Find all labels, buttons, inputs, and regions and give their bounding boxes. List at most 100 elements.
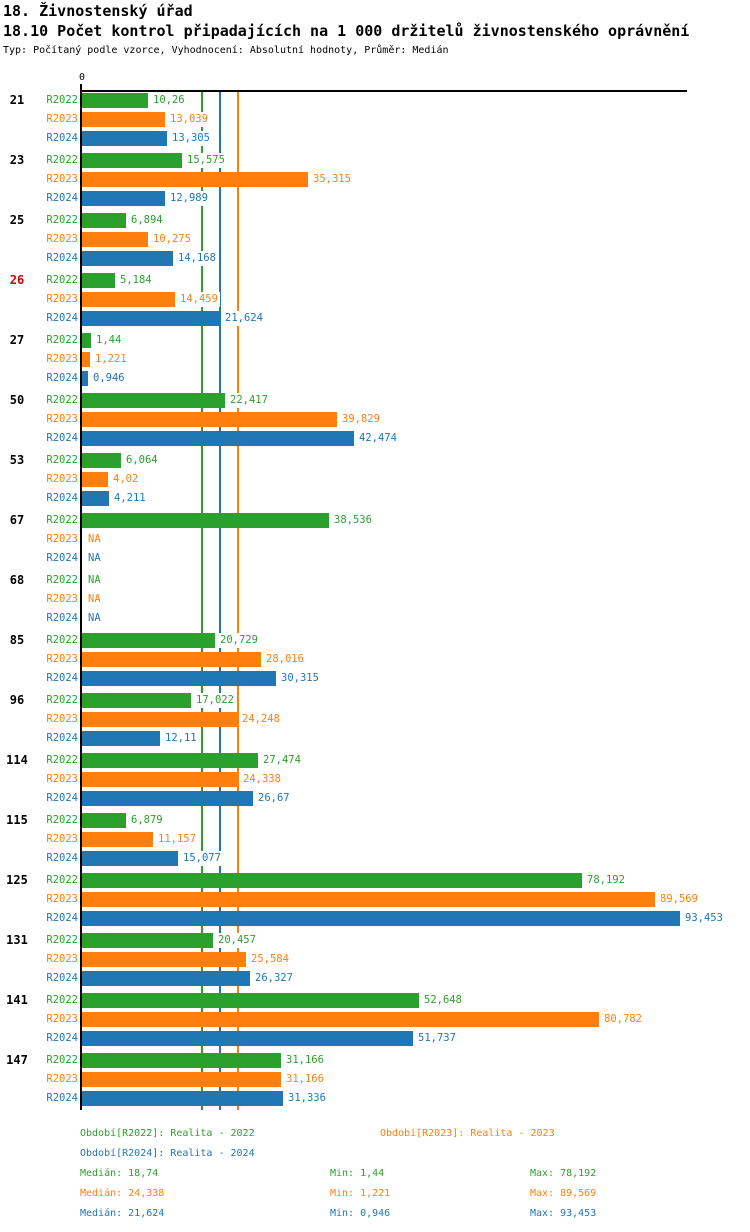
value-label-125-r2023: 89,569 <box>658 892 700 907</box>
group-label-27: 27 <box>9 333 25 347</box>
stat-min-r2022: Min: 1,44 <box>330 1168 385 1179</box>
series-label-27-r2023: R2023 <box>46 353 78 365</box>
series-label-85-r2024: R2024 <box>46 672 78 684</box>
group-label-53: 53 <box>9 453 25 467</box>
group-label-96: 96 <box>9 693 25 707</box>
bar-23-r2024 <box>82 191 165 206</box>
series-label-114-r2023: R2023 <box>46 773 78 785</box>
bar-23-r2023 <box>82 172 308 187</box>
y-axis-line <box>80 84 82 1110</box>
value-label-141-r2024: 51,737 <box>416 1031 458 1046</box>
series-label-114-r2022: R2022 <box>46 754 78 766</box>
bar-131-r2024 <box>82 971 250 986</box>
value-label-115-r2022: 6,879 <box>129 813 165 828</box>
series-label-141-r2022: R2022 <box>46 994 78 1006</box>
value-label-23-r2024: 12,989 <box>168 191 210 206</box>
legend-item-r2022: Období[R2022]: Realita - 2022 <box>80 1128 255 1139</box>
bar-26-r2023 <box>82 292 175 307</box>
na-label-67-r2023: NA <box>88 533 101 545</box>
group-label-141: 141 <box>6 993 28 1007</box>
stat-median-r2022: Medián: 18,74 <box>80 1168 159 1179</box>
bar-114-r2023 <box>82 772 238 787</box>
chart-title: 18.10 Počet kontrol připadajících na 1 0… <box>3 22 690 40</box>
series-label-114-r2024: R2024 <box>46 792 78 804</box>
series-label-131-r2024: R2024 <box>46 972 78 984</box>
bar-96-r2022 <box>82 693 191 708</box>
series-label-115-r2023: R2023 <box>46 833 78 845</box>
stat-max-r2022: Max: 78,192 <box>530 1168 597 1179</box>
series-label-96-r2024: R2024 <box>46 732 78 744</box>
value-label-27-r2024: 0,946 <box>91 371 127 386</box>
value-label-96-r2022: 17,022 <box>194 693 236 708</box>
series-label-21-r2024: R2024 <box>46 132 78 144</box>
bar-25-r2023 <box>82 232 148 247</box>
series-label-50-r2023: R2023 <box>46 413 78 425</box>
value-label-147-r2022: 31,166 <box>284 1053 326 1068</box>
group-label-115: 115 <box>6 813 28 827</box>
bar-125-r2022 <box>82 873 582 888</box>
series-label-96-r2023: R2023 <box>46 713 78 725</box>
bar-125-r2024 <box>82 911 680 926</box>
series-label-27-r2022: R2022 <box>46 334 78 346</box>
value-label-26-r2022: 5,184 <box>118 273 154 288</box>
value-label-147-r2023: 31,166 <box>284 1072 326 1087</box>
bar-50-r2022 <box>82 393 225 408</box>
median-line-r2024 <box>219 92 221 1110</box>
bar-141-r2022 <box>82 993 419 1008</box>
na-label-68-r2024: NA <box>88 612 101 624</box>
stat-max-r2023: Max: 89,569 <box>530 1188 597 1199</box>
report-title: 18. Živnostenský úřad <box>3 2 193 20</box>
series-label-50-r2024: R2024 <box>46 432 78 444</box>
series-label-53-r2024: R2024 <box>46 492 78 504</box>
series-label-85-r2023: R2023 <box>46 653 78 665</box>
bar-147-r2023 <box>82 1072 281 1087</box>
value-label-147-r2024: 31,336 <box>286 1091 328 1106</box>
stat-median-r2023: Medián: 24,338 <box>80 1188 165 1199</box>
series-label-125-r2024: R2024 <box>46 912 78 924</box>
bar-27-r2024 <box>82 371 88 386</box>
value-label-131-r2022: 20,457 <box>216 933 258 948</box>
series-label-26-r2023: R2023 <box>46 293 78 305</box>
value-label-85-r2024: 30,315 <box>279 671 321 686</box>
series-label-25-r2022: R2022 <box>46 214 78 226</box>
series-label-53-r2023: R2023 <box>46 473 78 485</box>
bar-114-r2022 <box>82 753 258 768</box>
stat-median-r2024: Medián: 21,624 <box>80 1208 165 1219</box>
stat-min-r2023: Min: 1,221 <box>330 1188 391 1199</box>
bar-26-r2024 <box>82 311 220 326</box>
value-label-114-r2023: 24,338 <box>241 772 283 787</box>
series-label-26-r2022: R2022 <box>46 274 78 286</box>
series-label-53-r2022: R2022 <box>46 454 78 466</box>
bar-53-r2024 <box>82 491 109 506</box>
value-label-26-r2024: 21,624 <box>223 311 265 326</box>
series-label-141-r2024: R2024 <box>46 1032 78 1044</box>
series-label-68-r2022: R2022 <box>46 574 78 586</box>
group-label-114: 114 <box>6 753 28 767</box>
group-label-26: 26 <box>9 273 25 287</box>
legend-item-r2023: Období[R2023]: Realita - 2023 <box>380 1128 555 1139</box>
value-label-25-r2023: 10,275 <box>151 232 193 247</box>
bar-114-r2024 <box>82 791 253 806</box>
bar-21-r2024 <box>82 131 167 146</box>
bar-85-r2022 <box>82 633 215 648</box>
value-label-25-r2024: 14,168 <box>176 251 218 266</box>
series-label-21-r2023: R2023 <box>46 113 78 125</box>
value-label-21-r2022: 10,26 <box>151 93 187 108</box>
na-label-68-r2023: NA <box>88 593 101 605</box>
series-label-67-r2023: R2023 <box>46 533 78 545</box>
group-label-125: 125 <box>6 873 28 887</box>
bar-50-r2024 <box>82 431 354 446</box>
group-label-147: 147 <box>6 1053 28 1067</box>
group-label-131: 131 <box>6 933 28 947</box>
bar-141-r2023 <box>82 1012 599 1027</box>
bar-141-r2024 <box>82 1031 413 1046</box>
value-label-50-r2024: 42,474 <box>357 431 399 446</box>
value-label-21-r2023: 13,039 <box>168 112 210 127</box>
value-label-115-r2024: 15,077 <box>181 851 223 866</box>
bar-131-r2023 <box>82 952 246 967</box>
stat-max-r2024: Max: 93,453 <box>530 1208 597 1219</box>
series-label-27-r2024: R2024 <box>46 372 78 384</box>
value-label-115-r2023: 11,157 <box>156 832 198 847</box>
value-label-53-r2023: 4,02 <box>111 472 141 487</box>
